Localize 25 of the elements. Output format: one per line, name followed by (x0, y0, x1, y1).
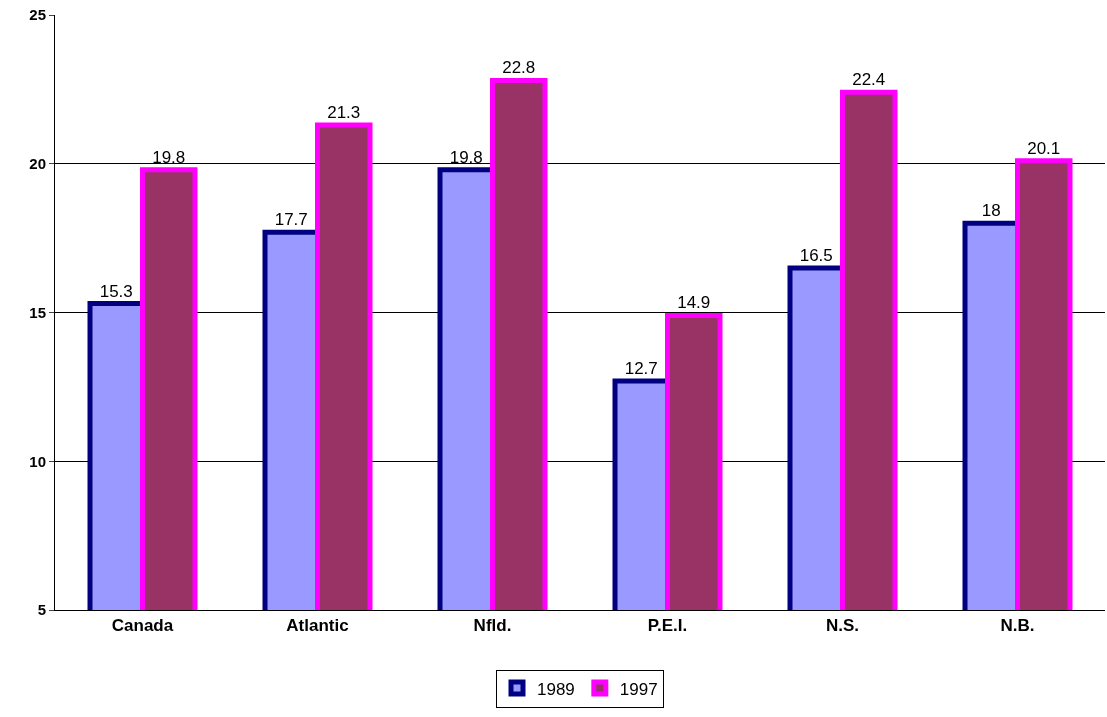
data-label: 21.3 (327, 103, 361, 123)
data-label: 17.7 (274, 210, 308, 230)
y-tick-label: 25 (29, 6, 46, 24)
x-tick-label: Atlantic (286, 616, 349, 636)
legend-label: 1997 (619, 679, 658, 699)
data-label: 12.7 (624, 358, 658, 378)
x-tick-label: P.E.I. (647, 616, 688, 636)
y-tick-label: 10 (29, 452, 46, 470)
data-label: 22.4 (852, 70, 886, 90)
x-tick-label: N.S. (825, 616, 860, 636)
data-label: 16.5 (799, 245, 833, 265)
y-tick-label: 15 (29, 303, 46, 321)
data-label: 14.9 (677, 293, 711, 313)
x-tick-label: N.B. (1000, 616, 1035, 636)
y-tick-label: 5 (37, 601, 46, 619)
data-label: 18 (981, 201, 1001, 221)
data-label: 22.8 (502, 58, 536, 78)
x-tick-label: Canada (111, 616, 174, 636)
data-label: 15.3 (99, 281, 133, 301)
data-label: 19.8 (449, 147, 483, 167)
x-tick-label: Nfld. (473, 616, 512, 636)
data-label: 20.1 (1027, 138, 1061, 158)
y-tick-label: 20 (29, 155, 46, 172)
data-label: 19.8 (152, 147, 186, 167)
legend-label: 1989 (537, 679, 575, 699)
